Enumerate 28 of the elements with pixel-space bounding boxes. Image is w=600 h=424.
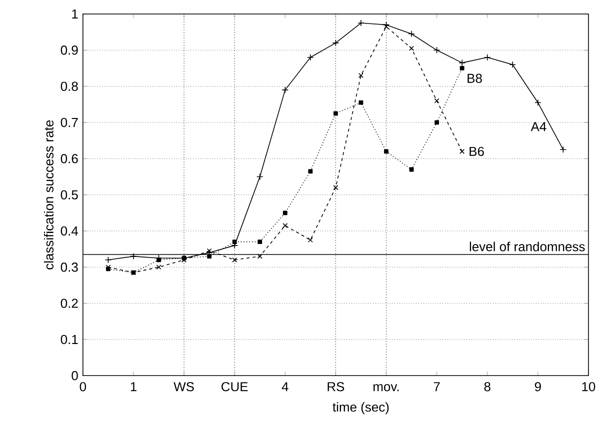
x-tick-label: RS [328, 382, 344, 392]
x-tick-label: mov. [374, 384, 399, 392]
x-tick-label: 7 [434, 382, 440, 392]
x-tick-label: WS [174, 382, 194, 392]
y-tick-label: 0 [72, 371, 78, 380]
series-label: B6 [470, 147, 484, 156]
x-tick-label: 10 [582, 382, 596, 392]
series-label: B8 [468, 74, 482, 84]
y-tick-label: 0.5 [60, 190, 78, 200]
x-tick-label: 1 [130, 382, 136, 392]
y-tick-label: 1 [72, 10, 78, 19]
x-tick-label: 4 [282, 382, 288, 392]
x-tick-label: CUE [222, 382, 248, 392]
y-tick-label: 0.2 [60, 298, 78, 308]
x-tick-label: 0 [80, 382, 86, 392]
x-axis-title: time (sec) [332, 402, 389, 414]
y-tick-label: 0.1 [60, 335, 78, 344]
y-axis-title: classification success rate [44, 120, 54, 270]
y-tick-label: 0.8 [60, 82, 78, 92]
y-tick-label: 0.6 [60, 154, 78, 164]
x-tick-label: 9 [534, 382, 541, 392]
ref-line-label: level of randomness [470, 242, 585, 252]
y-tick-label: 0.3 [60, 262, 78, 272]
x-tick-label: 8 [484, 382, 490, 392]
y-tick-label: 0.9 [60, 46, 78, 55]
series-label: A4 [530, 122, 546, 132]
y-tick-label: 0.4 [60, 226, 78, 236]
y-tick-label: 0.7 [60, 118, 78, 128]
